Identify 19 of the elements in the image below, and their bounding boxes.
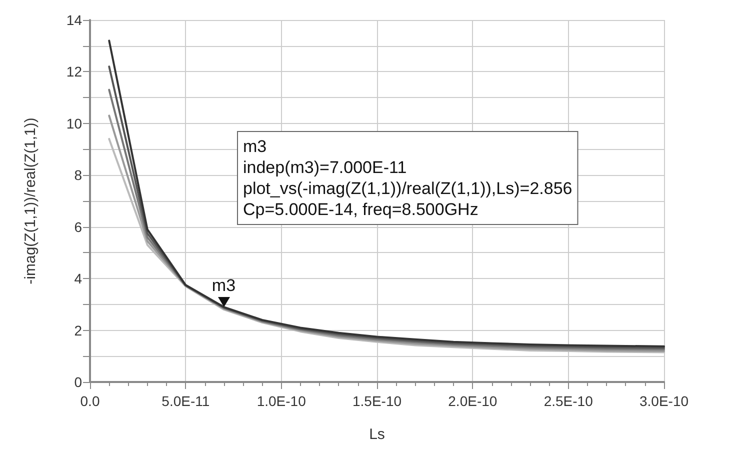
x-tick-label: 3.0E-10 (639, 393, 689, 409)
y-tick-label: 8 (74, 167, 82, 184)
x-tick-label: 2.5E-10 (544, 393, 594, 409)
x-tick-label: 2.0E-10 (448, 393, 498, 409)
y-tick-label: 0 (74, 374, 82, 390)
x-tick-label: 0.0 (80, 393, 100, 409)
x-tick-label: 1.0E-10 (256, 393, 306, 409)
y-tick-label: 12 (66, 64, 82, 80)
x-axis-title: Ls (369, 426, 385, 443)
y-tick-label: 10 (66, 115, 82, 132)
y-tick-label: 14 (66, 12, 82, 28)
y-tick-label: 6 (74, 218, 82, 235)
x-tick-label: 1.5E-10 (352, 393, 402, 409)
y-tick-label: 2 (74, 322, 82, 338)
x-tick-label: 5.0E-11 (162, 393, 210, 409)
annotation: m3 indep(m3)=7.000E-11 plot_vs(-imag(Z(1,1))/real(Z(1,1)),Ls)=2.856 Cp=5.000E-14, freq=8.500GHz (243, 137, 572, 219)
y-tick-label: 4 (74, 270, 82, 287)
annotation: m3 (212, 276, 236, 296)
y-axis-title: -imag(Z(1,1))/real(Z(1,1)) (22, 118, 39, 284)
